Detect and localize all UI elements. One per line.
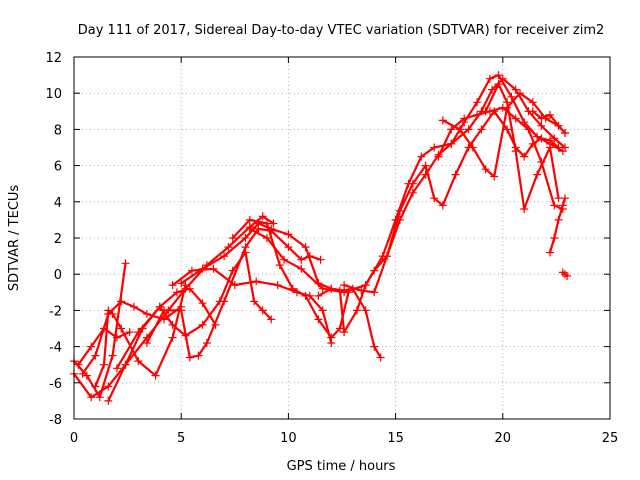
series-line [81,300,183,375]
y-tick-label: 4 [54,196,62,211]
series-sat-o [434,103,567,213]
series-line [317,73,564,334]
plus-markers [91,281,190,391]
series-line [231,218,350,339]
y-tick-label: 10 [45,87,62,102]
series-sat-t [558,268,572,280]
x-tick-label: 20 [495,431,512,446]
y-tick-label: 2 [54,232,62,247]
y-tick-label: 8 [54,123,62,138]
y-tick-label: 0 [54,268,62,283]
x-tick-label: 15 [387,431,404,446]
x-tick-label: 25 [602,431,619,446]
series-sat-q [481,80,563,213]
series-line [72,215,275,399]
plus-markers [528,107,569,137]
y-tick-label: -2 [49,304,62,319]
series-line [343,110,560,294]
plus-markers [546,194,569,257]
series-sat-n [340,107,563,297]
series-line [171,267,333,345]
plus-markers [481,80,563,213]
series-sat-k [228,215,353,342]
y-tick-label: 12 [45,51,62,66]
series-line [484,82,560,211]
series-sat-r [528,107,569,137]
data-series [70,71,572,405]
y-tick-label: -6 [49,377,62,392]
series-sat-s [546,194,569,257]
x-tick-label: 5 [177,431,185,446]
x-tick-label: 0 [70,431,78,446]
axis-ticks: 0 5 10 15 20 25 -8 -6 -4 -2 0 2 4 6 8 10 12 [45,51,618,446]
x-tick-label: 10 [280,431,297,446]
series-line [248,77,567,294]
chart-title: Day 111 of 2017, Sidereal Day-to-day VTE… [78,23,605,38]
y-tick-label: -4 [49,341,62,356]
series-line [107,287,217,402]
y-tick-label: -8 [49,413,62,428]
plus-markers [558,268,572,280]
series-line [115,251,273,370]
series-sat-m [314,71,567,337]
x-axis-label: GPS time / hours [287,459,396,474]
y-tick-label: 6 [54,160,62,175]
plus-markers [340,107,563,297]
series-sat-g [112,248,276,373]
y-axis-label: SDTVAR / TECUs [7,185,22,292]
series-line [145,227,322,359]
plus-markers [434,103,567,213]
plus-markers [228,215,353,342]
series-sat-e [91,281,190,391]
